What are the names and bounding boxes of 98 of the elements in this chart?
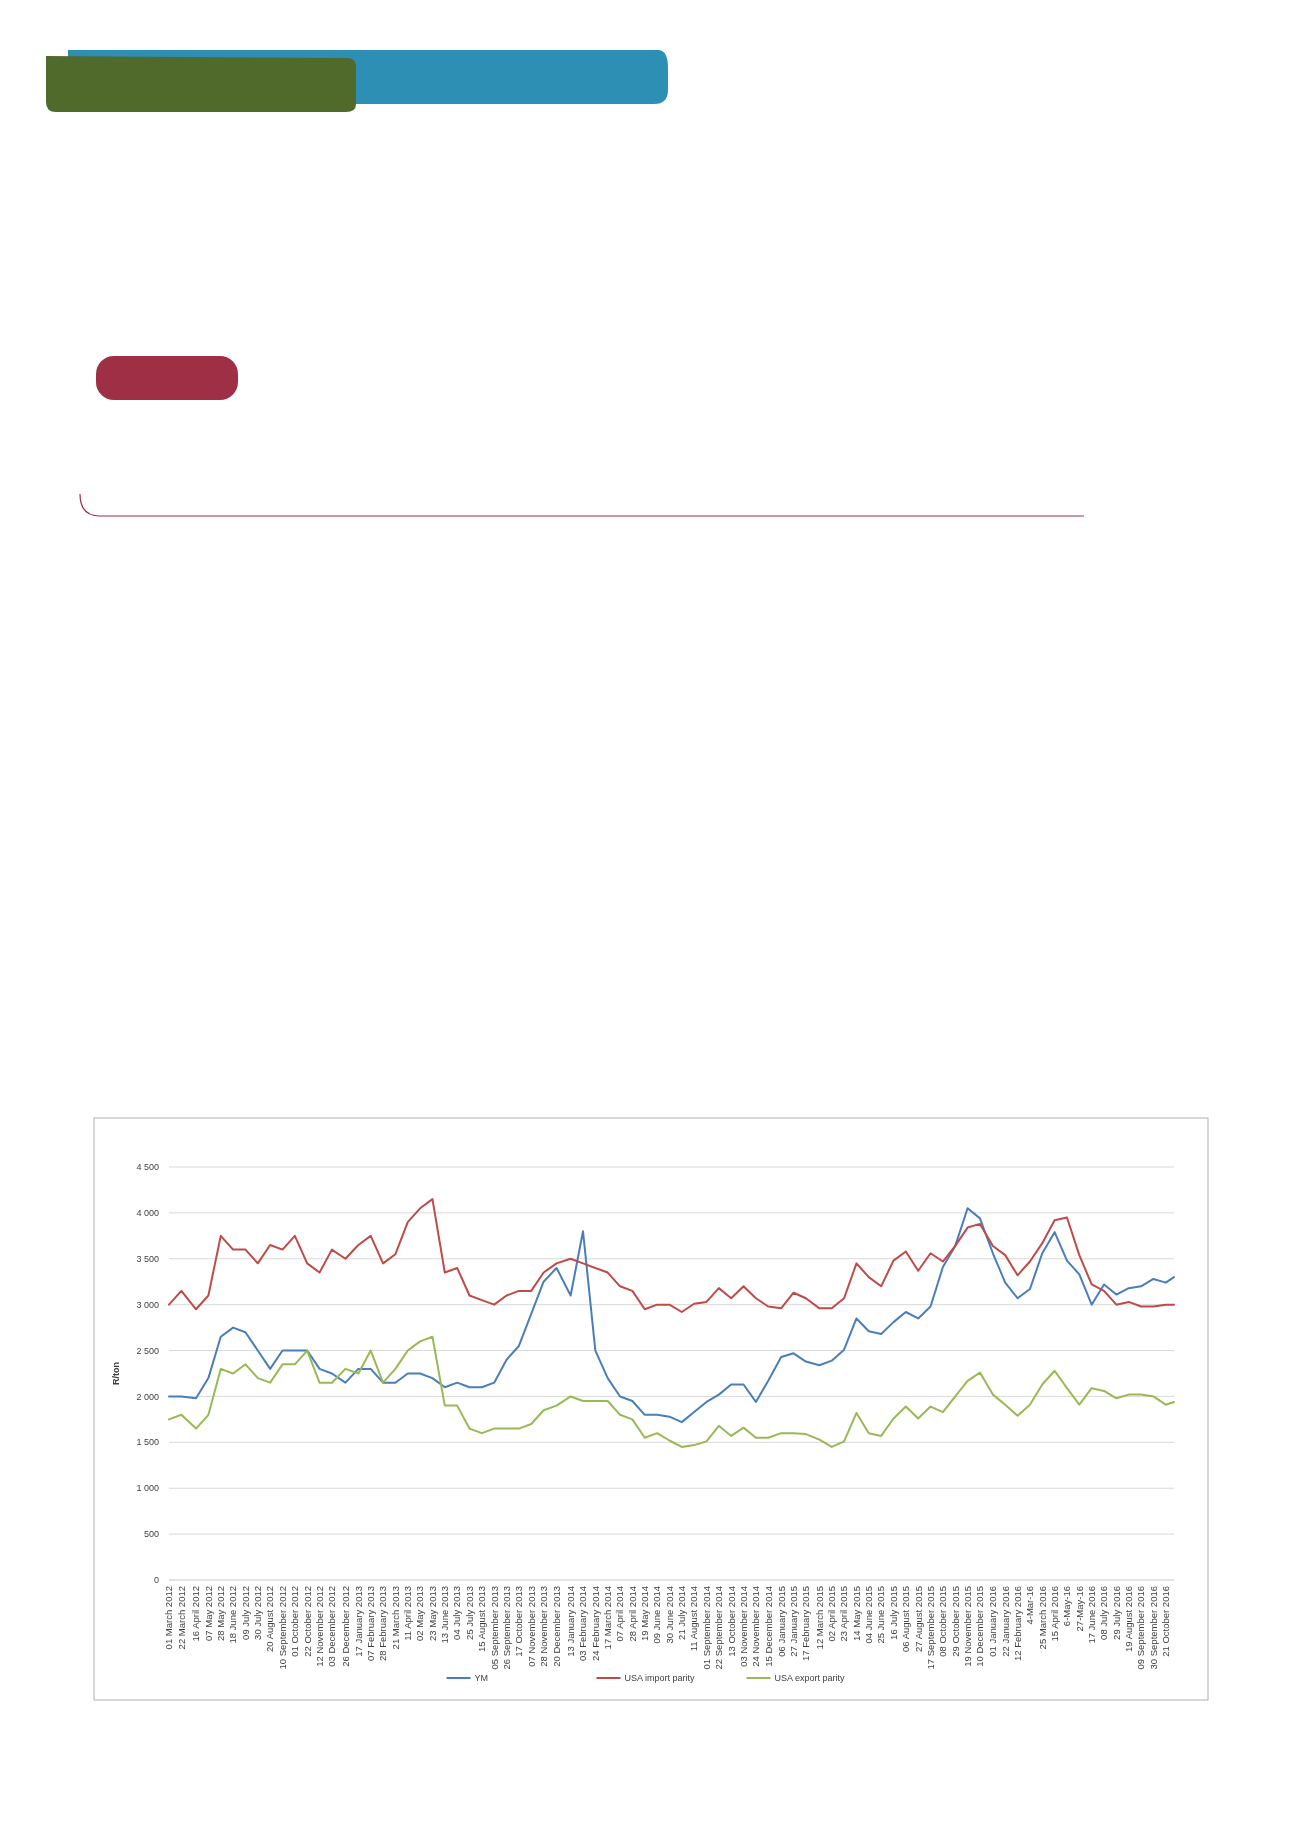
y-tick-label: 1 500 xyxy=(136,1437,159,1448)
x-tick-label: 02 April 2015 xyxy=(826,1586,838,1642)
y-tick-label: 4 000 xyxy=(136,1208,159,1219)
x-tick-label: 17 March 2014 xyxy=(602,1586,614,1650)
x-tick-label: 17 February 2015 xyxy=(800,1586,812,1661)
x-tick-label: 21 March 2013 xyxy=(389,1586,401,1650)
x-tick-label: 01 September 2014 xyxy=(700,1586,712,1670)
y-tick-label: 1 000 xyxy=(136,1483,159,1494)
x-tick-label: 06 January 2015 xyxy=(775,1586,787,1657)
y-tick-label: 3 500 xyxy=(136,1253,159,1264)
x-tick-label: 22 October 2012 xyxy=(301,1586,313,1657)
x-tick-label: 30 July 2012 xyxy=(252,1586,264,1640)
x-tick-label: 28 April 2014 xyxy=(626,1586,638,1642)
y-tick-label: 2 500 xyxy=(136,1345,159,1356)
x-tick-label: 16 July 2015 xyxy=(887,1586,899,1640)
x-tick-label: 30 September 2016 xyxy=(1147,1586,1159,1670)
x-tick-label: 10 September 2012 xyxy=(276,1586,288,1670)
x-tick-label: 29 October 2015 xyxy=(949,1586,961,1657)
x-tick-label: 11 April 2013 xyxy=(402,1586,414,1641)
x-tick-label: 4-Mar-16 xyxy=(1024,1586,1036,1625)
x-tick-label: 27 January 2015 xyxy=(787,1586,799,1657)
line-series xyxy=(168,1207,1175,1424)
x-tick-label: 01 October 2012 xyxy=(289,1586,301,1657)
x-tick-label: 24 February 2014 xyxy=(589,1586,601,1661)
x-tick-label: 21 October 2016 xyxy=(1160,1586,1172,1657)
x-tick-label: 08 July 2016 xyxy=(1098,1586,1110,1640)
x-tick-label: 01 March 2012 xyxy=(163,1586,175,1650)
legend-label: YM xyxy=(474,1673,488,1684)
line-series xyxy=(168,1198,1175,1314)
x-tick-label: 17 January 2013 xyxy=(352,1586,364,1657)
x-tick-label: 07 April 2014 xyxy=(614,1586,626,1642)
x-tick-label: 08 October 2015 xyxy=(937,1586,949,1657)
x-tick-label: 22 March 2012 xyxy=(175,1586,187,1650)
x-tick-label: 11 August 2014 xyxy=(688,1586,700,1652)
y-tick-label: 0 xyxy=(153,1575,159,1586)
x-tick-label: 27 August 2015 xyxy=(912,1586,924,1653)
x-tick-label: 15 August 2013 xyxy=(476,1586,488,1653)
x-tick-label: 06 August 2015 xyxy=(900,1586,912,1653)
x-tick-label: 26 September 2013 xyxy=(500,1586,512,1670)
y-tick-label: 500 xyxy=(143,1529,159,1540)
x-tick-label: 09 June 2014 xyxy=(651,1586,663,1644)
x-tick-label: 10 December 2015 xyxy=(974,1586,986,1667)
y-tick-label: 4 500 xyxy=(136,1162,159,1173)
x-tick-label: 19 November 2015 xyxy=(961,1586,973,1667)
x-tick-label: 27-May-16 xyxy=(1073,1586,1085,1632)
x-tick-label: 22 January 2016 xyxy=(999,1586,1011,1657)
x-tick-label: 25 July 2013 xyxy=(463,1586,475,1640)
x-tick-label: 02 May 2013 xyxy=(414,1586,426,1641)
x-tick-label: 12 November 2012 xyxy=(313,1586,325,1667)
x-tick-label: 25 March 2016 xyxy=(1036,1586,1048,1650)
x-tick-label: 23 April 2015 xyxy=(838,1586,850,1642)
y-tick-label: 2 000 xyxy=(136,1391,159,1402)
x-tick-label: 28 May 2012 xyxy=(215,1586,227,1641)
x-tick-label: 28 February 2013 xyxy=(377,1586,389,1661)
x-tick-label: 13 June 2013 xyxy=(439,1586,451,1644)
x-tick-label: 26 December 2012 xyxy=(339,1586,351,1667)
x-tick-label: 16 April 2012 xyxy=(190,1586,202,1642)
y-tick-label: 3 000 xyxy=(136,1299,159,1310)
x-tick-label: 29 July 2016 xyxy=(1110,1586,1122,1640)
x-tick-label: 20 August 2012 xyxy=(264,1586,276,1653)
x-tick-label: 18 June 2012 xyxy=(227,1586,239,1644)
x-tick-label: 19 May 2014 xyxy=(639,1586,651,1641)
x-tick-label: 07 November 2013 xyxy=(525,1586,537,1667)
x-tick-label: 09 September 2016 xyxy=(1135,1586,1147,1670)
x-tick-label: 01 January 2016 xyxy=(987,1586,999,1657)
x-tick-label: 23 May 2013 xyxy=(426,1586,438,1641)
x-tick-label: 13 January 2014 xyxy=(564,1586,576,1657)
x-tick-label: 03 November 2014 xyxy=(737,1586,749,1667)
x-tick-label: 04 July 2013 xyxy=(451,1586,463,1640)
x-tick-label: 12 February 2016 xyxy=(1011,1586,1023,1661)
x-tick-label: 07 May 2012 xyxy=(202,1586,214,1641)
x-tick-label: 22 September 2014 xyxy=(713,1586,725,1670)
x-tick-label: 21 July 2014 xyxy=(676,1586,688,1640)
x-tick-label: 12 March 2015 xyxy=(813,1586,825,1650)
x-tick-label: 05 September 2013 xyxy=(488,1586,500,1670)
x-tick-label: 28 November 2013 xyxy=(537,1586,549,1667)
x-tick-label: 25 June 2015 xyxy=(875,1586,887,1644)
x-tick-label: 24 November 2014 xyxy=(750,1586,762,1667)
x-tick-label: 15 April 2016 xyxy=(1048,1586,1060,1642)
x-tick-label: 14 May 2015 xyxy=(850,1586,862,1641)
x-tick-label: 17 October 2013 xyxy=(513,1586,525,1657)
x-tick-label: 6-May-16 xyxy=(1061,1586,1073,1627)
x-tick-label: 17 September 2015 xyxy=(924,1586,936,1670)
y-axis-title: R/ton xyxy=(111,1362,121,1385)
legend-label: USA export parity xyxy=(774,1673,846,1684)
x-tick-label: 03 February 2014 xyxy=(577,1586,589,1661)
x-tick-label: 09 July 2012 xyxy=(239,1586,251,1640)
x-tick-label: 13 October 2014 xyxy=(725,1586,737,1657)
x-tick-label: 04 June 2015 xyxy=(863,1586,875,1644)
x-tick-label: 17 June 2016 xyxy=(1086,1586,1097,1644)
x-tick-label: 03 December 2012 xyxy=(326,1586,338,1667)
x-tick-label: 15 December 2014 xyxy=(762,1586,774,1667)
x-tick-label: 07 February 2013 xyxy=(365,1586,377,1661)
legend-label: USA import parity xyxy=(624,1673,696,1684)
x-tick-label: 19 August 2016 xyxy=(1123,1586,1135,1653)
x-tick-label: 30 June 2014 xyxy=(663,1586,675,1644)
x-tick-label: 20 December 2013 xyxy=(550,1586,562,1667)
line-series xyxy=(168,1335,1175,1448)
